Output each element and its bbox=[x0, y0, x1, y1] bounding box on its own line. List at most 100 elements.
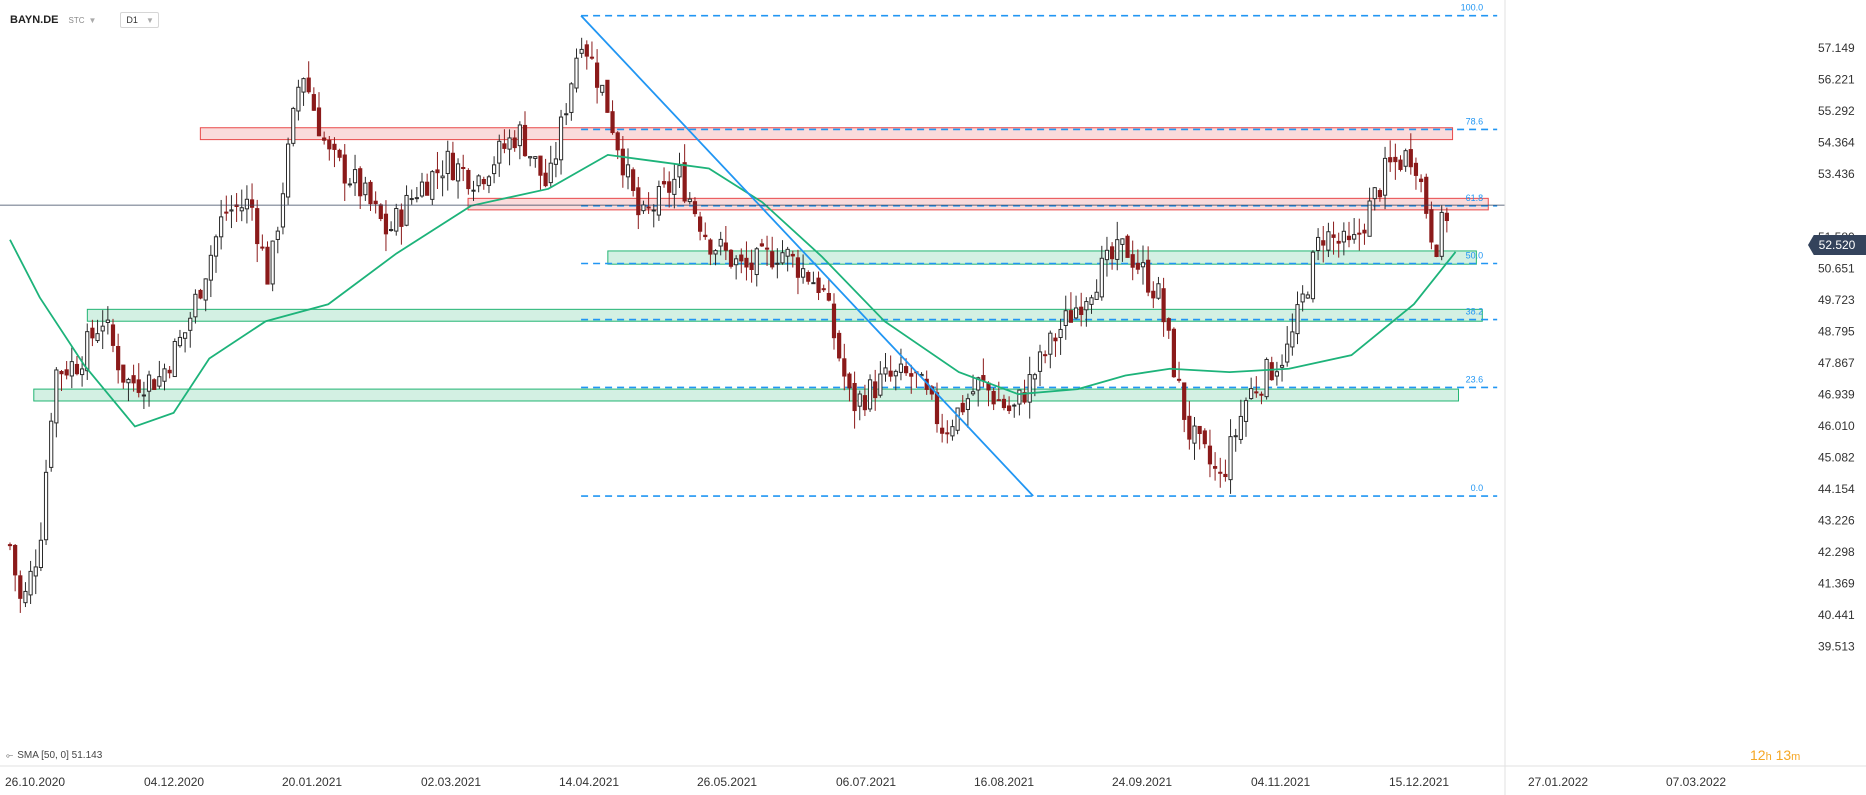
candle-body bbox=[368, 181, 373, 205]
candle-body bbox=[244, 198, 250, 210]
candle-body bbox=[121, 364, 126, 383]
candle-body bbox=[1079, 306, 1084, 316]
candle-body bbox=[1084, 301, 1089, 311]
candle-body bbox=[533, 156, 538, 159]
candle-body bbox=[1166, 318, 1171, 331]
candle-body bbox=[1043, 354, 1048, 357]
candle-body bbox=[260, 246, 265, 249]
candle-body bbox=[775, 262, 780, 265]
candle-body bbox=[656, 185, 661, 216]
candle-body bbox=[1202, 430, 1207, 445]
candle-body bbox=[445, 150, 450, 175]
y-tick-label: 55.292 bbox=[1818, 104, 1855, 118]
candle-body bbox=[811, 282, 816, 285]
candle-body bbox=[543, 172, 548, 187]
candle-body bbox=[1197, 425, 1202, 435]
candle-body bbox=[1372, 187, 1377, 200]
candle-body bbox=[1140, 262, 1146, 268]
candle-body bbox=[785, 248, 790, 257]
candle-body bbox=[224, 211, 229, 214]
candle-body bbox=[1218, 471, 1223, 474]
candle-body bbox=[1382, 157, 1388, 196]
candle-body bbox=[1341, 230, 1346, 243]
candle-body bbox=[1295, 304, 1300, 335]
candle-body bbox=[1099, 257, 1104, 298]
candle-body bbox=[394, 207, 399, 232]
candle-body bbox=[909, 373, 914, 377]
candle-body bbox=[399, 209, 404, 227]
candle-body bbox=[1156, 283, 1161, 299]
y-tick-label: 45.082 bbox=[1818, 451, 1855, 465]
candle-body bbox=[584, 44, 589, 57]
candle-body bbox=[311, 94, 316, 111]
candle-body bbox=[1393, 156, 1398, 163]
candle-body bbox=[425, 181, 430, 196]
indicator-icon: ⟜ bbox=[6, 750, 14, 760]
candle-body bbox=[440, 175, 445, 179]
candle-body bbox=[430, 171, 435, 200]
candle-body bbox=[677, 165, 682, 178]
candle-body bbox=[1316, 236, 1321, 252]
candle-body bbox=[528, 156, 533, 159]
candle-body bbox=[950, 426, 955, 437]
candle-body bbox=[970, 391, 976, 395]
candle-body bbox=[754, 248, 759, 276]
symbol-label[interactable]: BAYN.DE bbox=[10, 14, 59, 26]
candle-body bbox=[280, 193, 286, 228]
candle-body bbox=[208, 254, 213, 281]
candle-body bbox=[996, 399, 1001, 402]
candle-body bbox=[373, 200, 378, 205]
candle-body bbox=[80, 368, 85, 376]
candle-body bbox=[327, 139, 332, 150]
candle-body bbox=[358, 168, 363, 197]
candle-body bbox=[265, 246, 270, 285]
candle-body bbox=[296, 86, 301, 112]
candle-body bbox=[703, 234, 708, 238]
y-tick-label: 57.149 bbox=[1818, 41, 1855, 55]
y-tick-label: 49.723 bbox=[1818, 293, 1855, 307]
x-tick-label: 04.11.2021 bbox=[1251, 775, 1310, 789]
x-tick-label: 02.03.2021 bbox=[421, 775, 481, 789]
candle-body bbox=[414, 197, 419, 200]
candle-body bbox=[141, 394, 147, 397]
fib-level-label: 23.6 bbox=[1466, 374, 1484, 384]
candle-body bbox=[188, 317, 193, 331]
candle-body bbox=[404, 194, 409, 226]
candle-body bbox=[167, 369, 172, 374]
candle-body bbox=[759, 243, 764, 247]
candle-body bbox=[1264, 358, 1269, 398]
y-tick-label: 46.010 bbox=[1818, 419, 1855, 433]
candle-body bbox=[110, 324, 116, 346]
candle-body bbox=[332, 143, 337, 150]
candle-body bbox=[1171, 328, 1177, 378]
candle-body bbox=[126, 378, 131, 384]
candle-body bbox=[105, 319, 110, 324]
fibonacci-layer: 100.0 78.6 61.8 50.0 38.2 23.6 0.0 bbox=[581, 3, 1498, 497]
timeframe-selector[interactable]: D1 ▼ bbox=[120, 12, 159, 28]
candle-body bbox=[1176, 378, 1182, 381]
candle-body bbox=[306, 77, 311, 93]
candle-body bbox=[837, 332, 842, 359]
candle-body bbox=[522, 124, 528, 157]
candle-body bbox=[378, 204, 383, 220]
candle-body bbox=[672, 178, 677, 195]
candle-body bbox=[1048, 332, 1053, 355]
candle-body bbox=[43, 471, 49, 541]
candle-body bbox=[1238, 415, 1243, 440]
candle-body bbox=[1357, 232, 1362, 235]
candle-body bbox=[682, 162, 687, 202]
x-tick-label: 06.07.2021 bbox=[836, 775, 896, 789]
candle-body bbox=[64, 369, 69, 376]
candle-body bbox=[502, 143, 507, 149]
candle-body bbox=[1377, 190, 1383, 198]
resistance-zone bbox=[199, 127, 1454, 141]
candle-body bbox=[574, 57, 579, 89]
countdown-hours: 12 bbox=[1750, 747, 1766, 763]
candle-body bbox=[383, 213, 389, 235]
candle-body bbox=[1187, 415, 1192, 440]
candle-body bbox=[600, 84, 605, 93]
chart-type-selector[interactable]: STC ▼ bbox=[69, 16, 97, 25]
candle-body bbox=[764, 247, 770, 250]
indicator-legend[interactable]: ⟜ SMA [50, 0] 51.143 bbox=[6, 750, 102, 761]
